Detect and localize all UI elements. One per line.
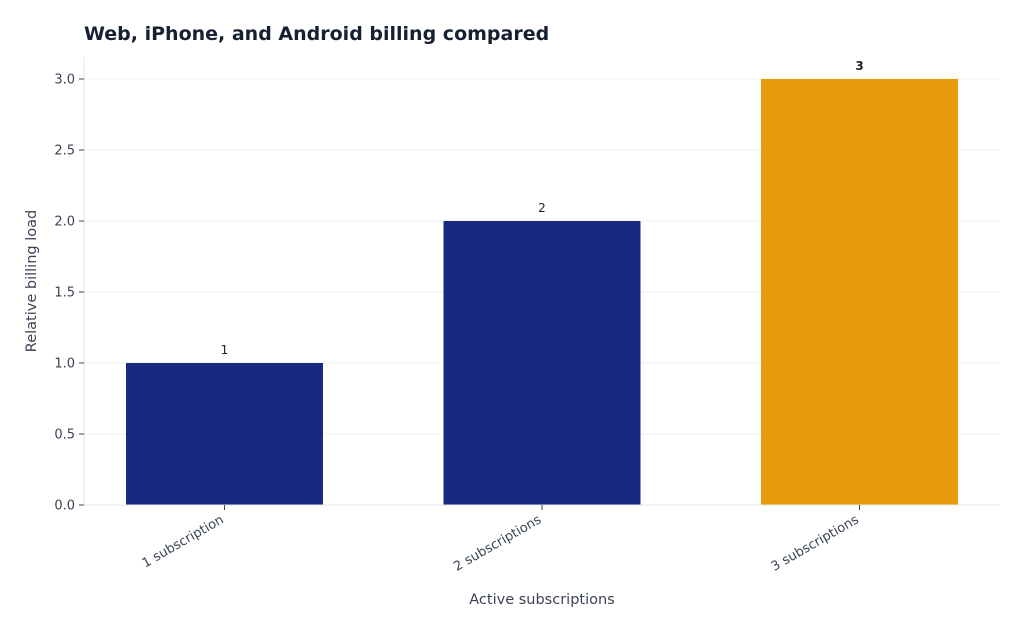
bars xyxy=(126,79,958,505)
x-ticks: 1 subscription 2 subscriptions 3 subscript… xyxy=(140,505,862,575)
y-axis-label: Relative billing load xyxy=(24,210,40,352)
y-tick-label: 3.0 xyxy=(54,73,75,88)
bar-2 xyxy=(443,221,641,505)
data-label-1: 1 xyxy=(221,343,229,357)
bar-3 xyxy=(761,79,958,505)
y-tick-label: 0.5 xyxy=(54,428,75,443)
data-label-3: 3 xyxy=(855,59,863,73)
bar-1 xyxy=(126,363,323,505)
y-tick-label: 2.0 xyxy=(54,215,75,230)
y-tick-label: 1.5 xyxy=(54,286,75,301)
data-labels: 1 2 3 xyxy=(221,59,864,357)
x-tick-label: 1 subscription xyxy=(140,512,227,571)
x-tick-label: 2 subscriptions xyxy=(451,512,544,574)
x-axis-label: Active subscriptions xyxy=(469,592,614,608)
y-tick-label: 2.5 xyxy=(54,144,75,159)
y-tick-label: 1.0 xyxy=(54,357,75,372)
chart-title: Web, iPhone, and Android billing compare… xyxy=(84,23,549,45)
data-label-2: 2 xyxy=(538,201,546,215)
x-tick-label: 3 subscriptions xyxy=(769,512,862,574)
y-ticks: 0.0 0.5 1.0 1.5 2.0 2.5 3.0 xyxy=(54,73,84,514)
y-tick-label: 0.0 xyxy=(54,499,75,514)
